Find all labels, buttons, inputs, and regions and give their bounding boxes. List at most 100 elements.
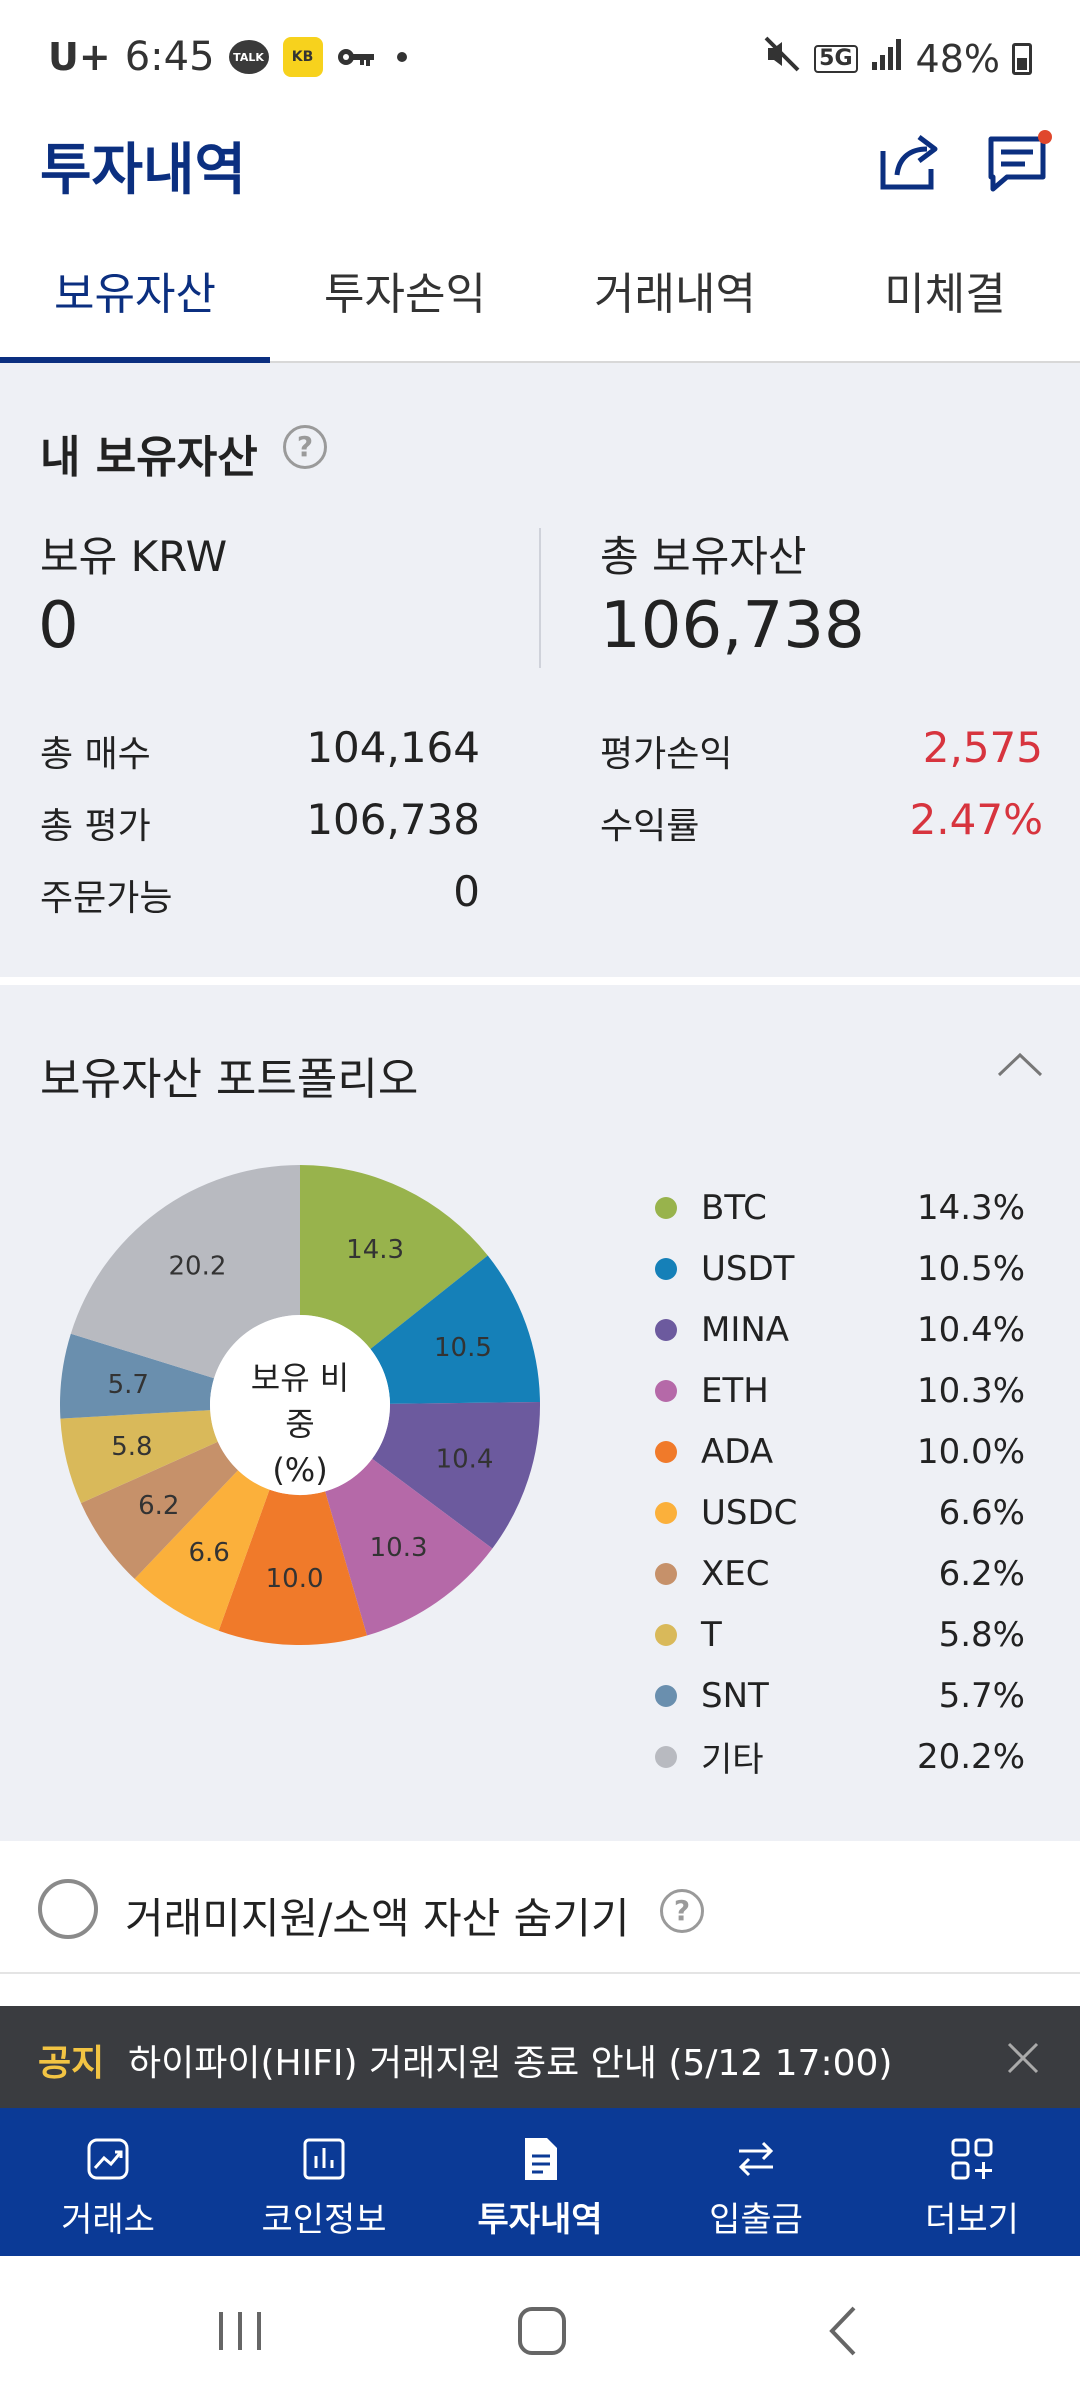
legend-percent: 10.5% xyxy=(916,1248,1025,1289)
holdings-summary: 내 보유자산 ? 보유 KRW 0 총 보유자산 106,738 총 매수 10… xyxy=(0,363,1080,977)
recent-apps-icon[interactable] xyxy=(205,2296,275,2366)
legend-name: T xyxy=(701,1614,722,1655)
legend-name: BTC xyxy=(701,1187,767,1228)
notice-text[interactable]: 하이파이(HIFI) 거래지원 종료 안내 (5/12 17:00) xyxy=(128,2043,893,2084)
network-icon: 5G xyxy=(814,44,858,73)
legend-item: 기타 20.2% xyxy=(655,1726,1025,1787)
close-icon[interactable] xyxy=(1003,2038,1043,2078)
app-header: 투자내역 xyxy=(0,115,1080,235)
pie-slice-label: 10.4 xyxy=(436,1444,494,1474)
tab-unfilled[interactable]: 미체결 xyxy=(884,269,1006,320)
pie-svg: 14.3 10.5 10.4 10.3 10.0 6.6 6.2 5.8 5.7 20.2 xyxy=(60,1165,540,1645)
legend-percent: 6.6% xyxy=(938,1492,1025,1533)
notice-tag: 공지 xyxy=(38,2043,105,2084)
nav-deposit-withdraw-label: 입출금 xyxy=(709,2200,803,2240)
carrier-label: U+ xyxy=(48,35,111,79)
orderable-label: 주문가능 xyxy=(40,878,173,919)
pie-slice-USDC xyxy=(134,1470,270,1631)
notice-bar[interactable]: 공지 하이파이(HIFI) 거래지원 종료 안내 (5/12 17:00) xyxy=(0,2006,1080,2108)
notice-board-icon[interactable] xyxy=(985,127,1055,197)
legend-item: SNT 5.7% xyxy=(655,1665,1025,1726)
pie-slice-label: 20.2 xyxy=(168,1252,226,1282)
hide-small-assets-label[interactable]: 거래미지원/소액 자산 숨기기 xyxy=(125,1894,630,1943)
pie-slice-ETH xyxy=(325,1458,493,1636)
pie-slice-MINA xyxy=(372,1401,540,1549)
legend-percent: 10.0% xyxy=(916,1431,1025,1472)
legend-name: MINA xyxy=(701,1309,790,1350)
krw-label: 보유 KRW xyxy=(40,532,228,581)
legend-name: USDC xyxy=(701,1492,798,1533)
krw-value: 0 xyxy=(38,589,79,663)
legend-percent: 10.3% xyxy=(916,1370,1025,1411)
pie-center-title: 보유 비중 xyxy=(250,1359,350,1443)
tab-trade-history[interactable]: 거래내역 xyxy=(594,269,756,320)
nav-coin-info-label: 코인정보 xyxy=(261,2200,387,2240)
legend-name: SNT xyxy=(701,1675,769,1716)
legend-name: 기타 xyxy=(701,1740,764,1780)
help-icon[interactable]: ? xyxy=(660,1889,704,1933)
pie-slice-label: 5.7 xyxy=(108,1370,149,1400)
nav-exchange-label: 거래소 xyxy=(61,2200,155,2240)
pie-slice-T xyxy=(60,1410,218,1504)
tab-holdings[interactable]: 보유자산 xyxy=(0,245,270,363)
legend-item: BTC 14.3% xyxy=(655,1177,1025,1238)
hide-small-assets-row: 거래미지원/소액 자산 숨기기 ? xyxy=(0,1841,1080,1974)
pie-slice-XEC xyxy=(80,1441,238,1579)
legend-item: T 5.8% xyxy=(655,1604,1025,1665)
legend-name: ADA xyxy=(701,1431,774,1472)
pie-slice-label: 6.2 xyxy=(138,1491,179,1521)
talk-icon: TALK xyxy=(228,40,269,74)
holdings-title: 내 보유자산 xyxy=(40,432,258,483)
legend-percent: 14.3% xyxy=(916,1187,1025,1228)
home-icon[interactable] xyxy=(507,2296,577,2366)
document-icon xyxy=(525,2138,557,2180)
orderable-value: 0 xyxy=(453,867,480,916)
total-eval-value: 106,738 xyxy=(306,795,480,844)
legend-name: ETH xyxy=(701,1370,769,1411)
nav-coin-info[interactable]: 코인정보 xyxy=(216,2108,432,2256)
network-label: 5G xyxy=(819,45,853,71)
battery-icon xyxy=(1012,42,1032,75)
total-buy-value: 104,164 xyxy=(306,723,480,772)
nav-investments[interactable]: 투자내역 xyxy=(432,2108,648,2256)
nav-investments-label: 투자내역 xyxy=(477,2200,603,2240)
legend-percent: 5.7% xyxy=(938,1675,1025,1716)
legend-percent: 5.8% xyxy=(938,1614,1025,1655)
notification-dot-icon xyxy=(396,52,407,62)
pie-slice-BTC xyxy=(300,1165,488,1349)
legend-dot-icon xyxy=(655,1501,677,1524)
share-icon[interactable] xyxy=(875,127,945,197)
legend-name: XEC xyxy=(701,1553,770,1594)
legend-percent: 20.2% xyxy=(916,1736,1025,1777)
bottom-navigation: 거래소 코인정보 투자내역 입출금 더보기 xyxy=(0,2108,1080,2256)
hide-small-assets-radio[interactable] xyxy=(38,1879,98,1939)
legend-dot-icon xyxy=(655,1562,677,1585)
legend-dot-icon xyxy=(655,1745,677,1768)
total-buy-label: 총 매수 xyxy=(40,734,151,775)
legend-percent: 6.2% xyxy=(938,1553,1025,1594)
nav-exchange[interactable]: 거래소 xyxy=(0,2108,216,2256)
nav-deposit-withdraw[interactable]: 입출금 xyxy=(648,2108,864,2256)
legend-item: USDT 10.5% xyxy=(655,1238,1025,1299)
pie-slice-label: 6.6 xyxy=(188,1538,229,1568)
portfolio-section: 보유자산 포트폴리오 14.3 10.5 10.4 10.3 10.0 6.6 6.2 5.8… xyxy=(0,985,1080,1841)
legend-item: ADA 10.0% xyxy=(655,1421,1025,1482)
legend-name: USDT xyxy=(701,1248,795,1289)
portfolio-pie-chart: 14.3 10.5 10.4 10.3 10.0 6.6 6.2 5.8 5.7 20.2 보유 … xyxy=(55,1160,545,1650)
help-icon[interactable]: ? xyxy=(283,425,327,469)
status-left: U+ 6:45 TALK KB xyxy=(48,34,407,80)
tab-profit-loss[interactable]: 투자손익 xyxy=(324,269,486,320)
legend-item: MINA 10.4% xyxy=(655,1299,1025,1360)
pie-slice-label: 14.3 xyxy=(346,1235,404,1265)
nav-more[interactable]: 더보기 xyxy=(864,2108,1080,2256)
tab-bar: 보유자산 투자손익 거래내역 미체결 xyxy=(0,245,1080,363)
pie-slice-기타 xyxy=(70,1165,300,1379)
pie-slice-label: 10.3 xyxy=(370,1533,428,1563)
chart-icon xyxy=(87,2138,129,2180)
legend-dot-icon xyxy=(655,1318,677,1341)
back-icon[interactable] xyxy=(810,2296,880,2366)
legend-dot-icon xyxy=(655,1623,677,1646)
chevron-up-icon[interactable] xyxy=(995,1045,1045,1085)
pie-slice-ADA xyxy=(218,1489,367,1645)
pie-center-hole xyxy=(210,1315,390,1495)
